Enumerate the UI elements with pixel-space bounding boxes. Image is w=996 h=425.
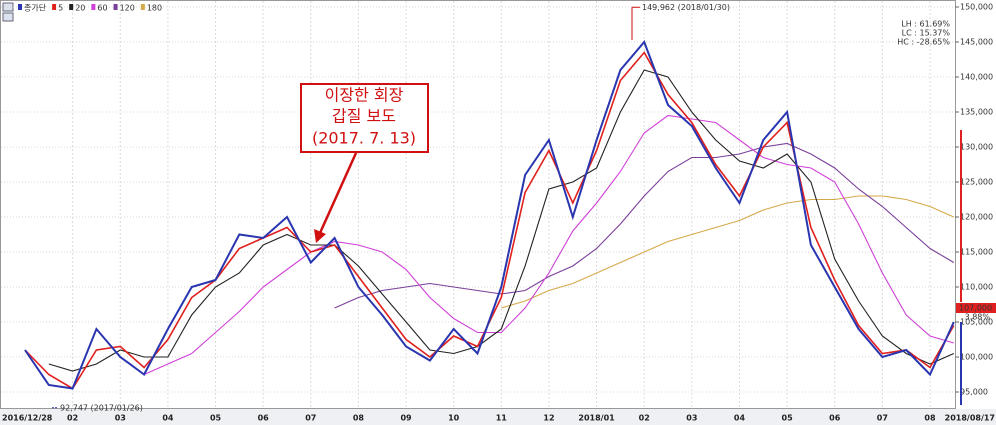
stat-label: HC : -28.65%: [897, 38, 950, 47]
legend-swatch: [91, 4, 96, 10]
legend-swatch: [113, 4, 118, 10]
current-change: 3.88%: [965, 313, 991, 322]
x-tick-label: 2018/08/17: [945, 414, 995, 423]
y-tick-label: 120,000: [960, 213, 993, 222]
y-tick-label: 115,000: [960, 248, 993, 257]
x-tick-label: 2016/12/28: [2, 414, 53, 423]
x-tick-label: 2018/01: [578, 414, 615, 423]
x-tick-label: 03: [115, 414, 126, 423]
legend-swatch: [18, 4, 22, 10]
moving-average-line: [501, 195, 955, 309]
x-tick-label: 04: [734, 414, 746, 423]
callout-arrow: [318, 152, 358, 234]
x-tick-label: 05: [782, 414, 794, 423]
x-tick-label: 12: [543, 414, 554, 423]
y-tick-label: 95,000: [960, 388, 988, 397]
x-tick-label: 08: [924, 414, 936, 423]
x-tick-label: 04: [162, 414, 174, 423]
legend-swatch: [140, 4, 145, 10]
menu-icon[interactable]: [2, 12, 14, 22]
callout-text: 갑질 보도: [332, 107, 396, 126]
x-tick-label: 09: [400, 414, 412, 423]
y-tick-label: 150,000: [960, 3, 993, 12]
legend-label: 60: [97, 4, 107, 13]
current-price-box: [956, 303, 996, 313]
x-tick-label: 08: [353, 414, 365, 423]
legend-label: 종가단: [24, 3, 47, 13]
x-tick-label: 07: [305, 414, 316, 423]
legend-label: 5: [58, 4, 63, 13]
x-tick-label: 10: [448, 414, 460, 423]
legend-swatch: [52, 4, 57, 10]
legend-label: 20: [75, 4, 85, 13]
plot-frame: [0, 0, 956, 409]
stat-label: LH : 61.69%: [901, 20, 950, 29]
moving-average-line: [334, 142, 955, 309]
price-line: [24, 40, 955, 390]
x-tick-label: 06: [829, 414, 841, 423]
callout-arrowhead: [314, 229, 326, 243]
callout-text: (2017. 7. 13): [312, 129, 416, 148]
y-tick-label: 140,000: [960, 73, 993, 82]
x-tick-label: 05: [210, 414, 222, 423]
x-tick-label: 11: [496, 414, 508, 423]
callout-text: 이장한 회장: [325, 86, 404, 105]
x-tick-label: 02: [639, 414, 650, 423]
y-tick-label: 110,000: [960, 283, 993, 292]
x-tick-label: 06: [258, 414, 270, 423]
y-tick-label: 125,000: [960, 178, 993, 187]
y-tick-label: 145,000: [960, 38, 993, 47]
y-tick-label: 105,000: [960, 318, 993, 327]
low-label: 92,747 (2017/01/26): [60, 403, 143, 412]
callout-box: [300, 83, 429, 153]
legend-swatch: [69, 4, 74, 10]
legend-label: 120: [120, 4, 135, 13]
moving-average-line: [143, 114, 954, 376]
stat-label: LC : 15.37%: [902, 29, 951, 38]
x-axis-band: [0, 409, 996, 425]
x-tick-label: 03: [686, 414, 697, 423]
legend-label: 180: [147, 4, 162, 13]
moving-average-line: [48, 69, 955, 372]
y-tick-label: 130,000: [960, 143, 993, 152]
high-label: 149,962 (2018/01/30): [642, 3, 730, 12]
x-tick-label: 02: [67, 414, 78, 423]
y-tick-label: 135,000: [960, 108, 993, 117]
current-price: 107,000: [959, 304, 992, 313]
y-tick-label: 100,000: [960, 353, 993, 362]
x-tick-label: 07: [877, 414, 888, 423]
